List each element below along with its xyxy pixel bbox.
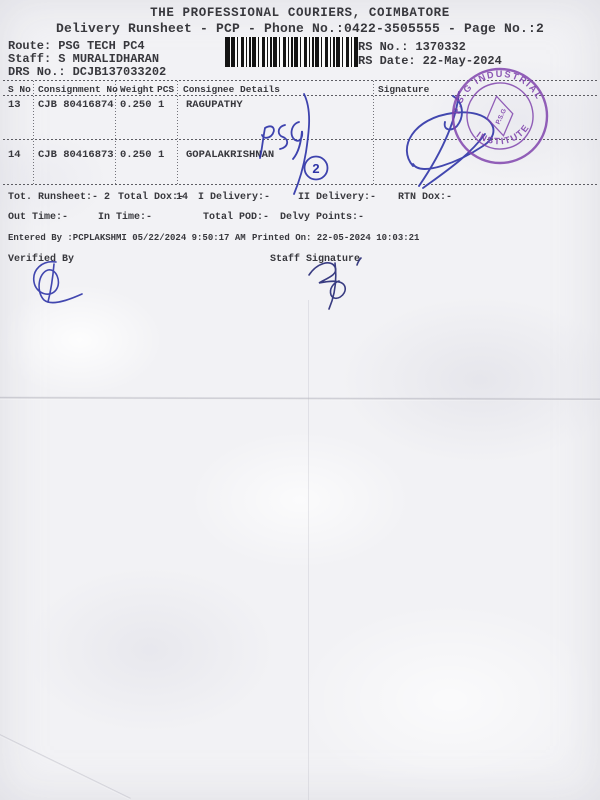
cell-consignee: GOPALAKRISHNAN xyxy=(186,149,275,161)
staff-value: S MURALIDHARAN xyxy=(58,52,160,66)
rs-no-label: RS No.: xyxy=(358,40,409,54)
delvy-points-label: Delvy Points:- xyxy=(280,212,365,223)
staff-signature-scrawl xyxy=(308,257,362,310)
verified-by-label: Verified By xyxy=(8,254,75,265)
circled-delivery-count: 2 xyxy=(312,161,319,176)
column-divider xyxy=(177,81,178,184)
total-pod-label: Total POD:- xyxy=(203,212,270,223)
divider xyxy=(3,95,597,96)
column-divider xyxy=(33,81,34,184)
cell-s-no: 13 xyxy=(8,99,21,111)
drs-line: DRS No.: DCJB137033202 xyxy=(8,65,166,79)
fold-crease xyxy=(308,300,309,800)
cell-consignee: RAGUPATHY xyxy=(186,99,243,111)
divider xyxy=(3,184,597,185)
i-delivery-label: I Delivery:- xyxy=(198,192,271,203)
rs-no-line: RS No.: 1370332 xyxy=(358,40,466,54)
tot-runsheet-value: 2 xyxy=(104,192,111,203)
fold-crease xyxy=(0,396,600,401)
psg-institute-stamp: P.S.G INDUSTRIAL INSTITUTE P.S.G xyxy=(445,61,549,165)
drs-value: DCJB137033202 xyxy=(72,65,167,79)
cell-pcs: 1 xyxy=(158,149,165,161)
col-s-no: S No xyxy=(8,84,31,95)
route-label: Route: xyxy=(8,39,52,53)
cell-pcs: 1 xyxy=(158,99,165,111)
staff-label: Staff: xyxy=(8,52,52,66)
entered-by-line: Entered By :PCPLAKSHMI 05/22/2024 9:50:1… xyxy=(8,233,246,243)
out-time-label: Out Time:- xyxy=(8,212,69,223)
rtn-dox-label: RTN Dox:- xyxy=(398,192,453,203)
total-dox-value: 14 xyxy=(176,192,189,203)
verified-by-signature xyxy=(32,260,83,304)
total-dox-label: Total Dox:- xyxy=(118,192,185,203)
route-value: PSG TECH PC4 xyxy=(58,39,145,53)
in-time-label: In Time:- xyxy=(98,212,153,223)
col-weight: Weight xyxy=(120,84,155,95)
rs-date-value: 22-May-2024 xyxy=(422,54,502,68)
table-header-row: S No Consignment No Weight PCS Consignee… xyxy=(0,84,600,98)
ii-delivery-label: II Delivery:- xyxy=(298,192,377,203)
cell-weight: 0.250 xyxy=(120,99,152,111)
barcode xyxy=(225,37,358,67)
drs-label: DRS No.: xyxy=(8,65,66,79)
printed-on-line: Printed On: 22-05-2024 10:03:21 xyxy=(252,233,420,243)
col-pcs: PCS xyxy=(157,84,175,95)
divider xyxy=(3,80,597,81)
cell-consignment: CJB 80416874 xyxy=(38,99,114,111)
stamp-center-text: P.S.G xyxy=(495,108,508,126)
table-row: 14 CJB 80416873 0.250 1 GOPALAKRISHNAN xyxy=(0,149,600,163)
rs-no-value: 1370332 xyxy=(415,40,466,54)
rs-date-line: RS Date: 22-May-2024 xyxy=(358,54,502,68)
col-signature: Signature xyxy=(378,84,430,95)
column-divider xyxy=(373,81,374,184)
stamp-diamond xyxy=(486,95,514,137)
company-title: THE PROFESSIONAL COURIERS, COIMBATORE xyxy=(150,6,450,20)
tot-runsheet-label: Tot. Runsheet:- xyxy=(8,192,99,203)
route-line: Route: PSG TECH PC4 xyxy=(8,39,145,53)
fold-crease xyxy=(0,732,131,800)
document-subtitle: Delivery Runsheet - PCP - Phone No.:0422… xyxy=(55,21,545,36)
staff-line: Staff: S MURALIDHARAN xyxy=(8,52,159,66)
column-divider xyxy=(115,81,116,184)
cell-s-no: 14 xyxy=(8,149,21,161)
handwritten-psg-note: 2 xyxy=(259,93,329,195)
circled-count-ring xyxy=(303,155,329,181)
table-row: 13 CJB 80416874 0.250 1 RAGUPATHY xyxy=(0,99,600,113)
staff-signature-label: Staff Signature xyxy=(270,254,361,265)
col-consignee: Consignee Details xyxy=(183,84,280,95)
cell-consignment: CJB 80416873 xyxy=(38,149,114,161)
cell-weight: 0.250 xyxy=(120,149,152,161)
rs-date-label: RS Date: xyxy=(358,54,416,68)
col-consignment: Consignment No xyxy=(38,84,118,95)
